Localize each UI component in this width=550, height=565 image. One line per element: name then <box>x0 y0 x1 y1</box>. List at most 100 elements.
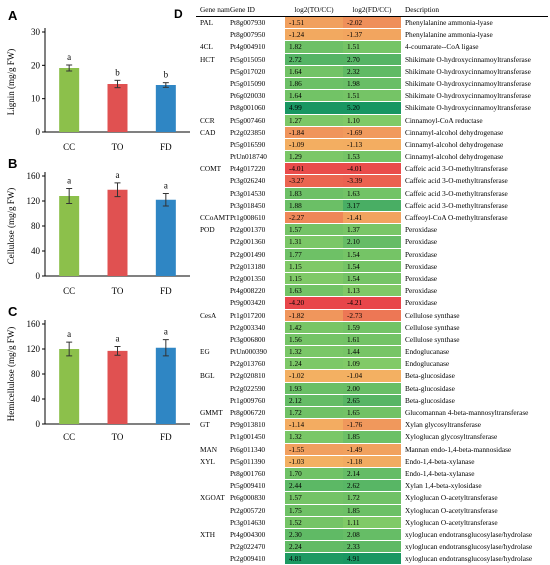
log2-to-cell: 1.57 <box>285 492 343 505</box>
log2-fd-cell: 2.08 <box>343 528 401 542</box>
description-cell: Caffeoyl-CoA O-methyltransferase <box>405 213 508 222</box>
log2-to-cell: 2.24 <box>285 541 343 554</box>
table-row: Pt6g020030 1.64 1.51 Shikimate O-hydroxycin… <box>196 90 548 103</box>
y-tick-label: 30 <box>31 27 41 37</box>
description-cell: Beta-glucosidase <box>405 371 455 381</box>
log2-to-cell: -1.82 <box>285 309 343 322</box>
bar-to <box>107 350 128 424</box>
gene-id-cell: Pt9g003420 <box>230 298 266 308</box>
log2-fd-cell: 1.11 <box>343 516 401 529</box>
gene-name-cell: HCT <box>200 54 215 64</box>
significance-label: a <box>67 176 71 186</box>
x-tick-label: CC <box>63 432 75 442</box>
gene-name-cell: XGOAT <box>200 493 225 503</box>
log2-to-cell: 1.15 <box>285 272 343 286</box>
heatmap-rows: PAL Pt8g007930 -1.51 -2.02 Phenylalanine amm… <box>196 17 548 565</box>
gene-id-cell: Pt2g013180 <box>230 261 266 271</box>
gene-name-cell <box>196 188 230 200</box>
y-axis-label-c: Hemicellulose (mg/g FW) <box>6 327 16 421</box>
description-cell: xyloglucan endotransglucosylase/hydrolas… <box>405 542 533 552</box>
y-tick-label: 20 <box>31 60 41 70</box>
gene-name-cell: CAD <box>200 127 216 137</box>
gene-id-cell: Pt4g017220 <box>230 164 266 174</box>
gene-name-cell <box>196 383 230 395</box>
gene-id-cell: Pt5g015050 <box>230 54 266 64</box>
log2-to-cell: 1.15 <box>285 260 343 273</box>
log2-fd-cell: -4.01 <box>343 163 401 176</box>
gene-name-cell <box>196 468 230 480</box>
header-gene-name: Gene name <box>200 5 230 14</box>
y-tick-label: 120 <box>27 196 41 206</box>
gene-name-cell <box>196 200 230 212</box>
gene-id-cell: Pt5g015090 <box>230 78 266 88</box>
log2-to-cell: -4.01 <box>285 163 343 176</box>
description-cell: Peroxidase <box>405 261 438 271</box>
log2-to-cell: 4.99 <box>285 102 343 115</box>
log2-fd-cell: 1.54 <box>343 260 401 273</box>
log2-to-cell: -4.20 <box>285 297 343 310</box>
log2-to-cell: 2.72 <box>285 53 343 66</box>
log2-fd-cell: 1.51 <box>343 90 401 103</box>
table-row: XGOAT Pt6g000830 1.57 1.72 Xyloglucan O-acet… <box>196 492 548 505</box>
log2-to-cell: 1.86 <box>285 77 343 91</box>
log2-fd-cell: 1.65 <box>343 407 401 420</box>
description-cell: Cellulose synthase <box>405 322 460 332</box>
log2-fd-cell: 4.91 <box>343 553 401 565</box>
description-cell: Endoglucanase <box>405 347 450 357</box>
bar-cc <box>59 68 80 132</box>
log2-fd-cell: 1.85 <box>343 431 401 444</box>
gene-id-cell: Pt3g018450 <box>230 200 266 210</box>
gene-id-cell: Pt2g020810 <box>230 371 266 381</box>
gene-id-cell: Pt2g013760 <box>230 359 266 369</box>
y-tick-label: 10 <box>31 94 41 104</box>
log2-fd-cell: 5.20 <box>343 102 401 115</box>
table-row: Pt8g007950 -1.24 -1.37 Phenylalanine ammoni… <box>196 29 548 42</box>
description-cell: Xyloglucan glycosyltransferase <box>405 432 498 442</box>
log2-to-cell: 1.32 <box>285 431 343 444</box>
heatmap-table: D Gene name Gene ID log2(TO/CC) log2(FD/… <box>174 4 548 565</box>
log2-to-cell: 1.57 <box>285 224 343 237</box>
gene-name-cell <box>196 541 230 553</box>
table-row: CCoAMT Pt1g008610 -2.27 -1.41 Caffeoyl-CoA O… <box>196 212 548 225</box>
gene-name-cell: CCoAMT <box>200 213 230 222</box>
log2-to-cell: 1.63 <box>285 285 343 298</box>
significance-label: b <box>115 67 120 77</box>
gene-name-cell <box>196 175 230 187</box>
log2-to-cell: -1.55 <box>285 443 343 456</box>
description-cell: Endoglucanase <box>405 359 450 369</box>
y-tick-label: 160 <box>27 171 41 181</box>
gene-name-cell <box>196 102 230 114</box>
log2-to-cell: -1.14 <box>285 419 343 432</box>
description-cell: Beta-glucosidase <box>405 395 455 405</box>
log2-fd-cell: 1.72 <box>343 492 401 505</box>
log2-fd-cell: 1.10 <box>343 114 401 127</box>
gene-id-cell: Pt5g016590 <box>230 139 266 149</box>
gene-name-cell <box>196 505 230 517</box>
log2-to-cell: 1.27 <box>285 114 343 127</box>
significance-label: a <box>164 181 168 191</box>
description-cell: Xylan glycosyltransferase <box>405 420 481 430</box>
description-cell: Peroxidase <box>405 237 438 247</box>
log2-to-cell: 1.24 <box>285 358 343 371</box>
description-cell: Mannan endo-1,4-beta-mannosidase <box>405 444 512 454</box>
gene-name-cell <box>196 29 230 41</box>
table-row: Pt5g017020 1.64 2.32 Shikimate O-hydroxycin… <box>196 65 548 78</box>
log2-to-cell: 1.32 <box>285 346 343 359</box>
log2-fd-cell: 1.53 <box>343 151 401 164</box>
gene-name-cell <box>196 358 230 370</box>
description-cell: Shikimate O-hydroxycinnamoyltransferase <box>405 66 531 76</box>
table-row: Pt8g001060 4.99 5.20 Shikimate O-hydroxycin… <box>196 102 548 115</box>
gene-name-cell <box>196 322 230 334</box>
log2-to-cell: 4.81 <box>285 553 343 565</box>
log2-fd-cell: 2.70 <box>343 53 401 66</box>
header-gene-id: Gene ID <box>230 5 255 14</box>
bar-to <box>107 189 128 276</box>
gene-name-cell <box>196 78 230 90</box>
table-row: Pt2g009410 4.81 4.91 xyloglucan endotransgl… <box>196 553 548 565</box>
table-row: Pt2g001490 1.77 1.54 Peroxidase <box>196 248 548 261</box>
table-row: CesA Pt1g017200 -1.82 -2.73 Cellulose syntha… <box>196 309 548 322</box>
log2-fd-cell: -1.04 <box>343 370 401 383</box>
gene-id-cell: Pt3g014530 <box>230 188 266 198</box>
gene-name-cell <box>196 297 230 309</box>
bar-fd <box>155 199 176 276</box>
